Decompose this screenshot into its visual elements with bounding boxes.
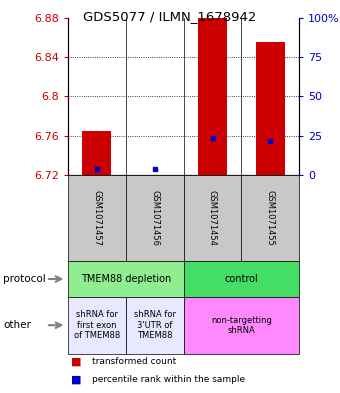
Text: shRNA for
3'UTR of
TMEM88: shRNA for 3'UTR of TMEM88 — [134, 310, 176, 340]
Text: non-targetting
shRNA: non-targetting shRNA — [211, 316, 272, 335]
Text: GSM1071454: GSM1071454 — [208, 190, 217, 246]
Bar — [198, 16, 227, 175]
Text: GSM1071457: GSM1071457 — [92, 190, 101, 246]
Text: ■: ■ — [71, 356, 82, 367]
Text: GSM1071456: GSM1071456 — [150, 190, 159, 246]
Text: transformed count: transformed count — [92, 357, 176, 366]
Text: ■: ■ — [71, 374, 82, 384]
Bar — [82, 131, 111, 175]
Text: GDS5077 / ILMN_1678942: GDS5077 / ILMN_1678942 — [83, 10, 257, 23]
Bar — [256, 42, 285, 175]
Text: protocol: protocol — [3, 274, 46, 284]
Text: other: other — [3, 320, 31, 330]
Text: GSM1071455: GSM1071455 — [266, 190, 275, 246]
Text: control: control — [224, 274, 258, 284]
Text: TMEM88 depletion: TMEM88 depletion — [81, 274, 171, 284]
Text: percentile rank within the sample: percentile rank within the sample — [92, 375, 245, 384]
Text: shRNA for
first exon
of TMEM88: shRNA for first exon of TMEM88 — [74, 310, 120, 340]
